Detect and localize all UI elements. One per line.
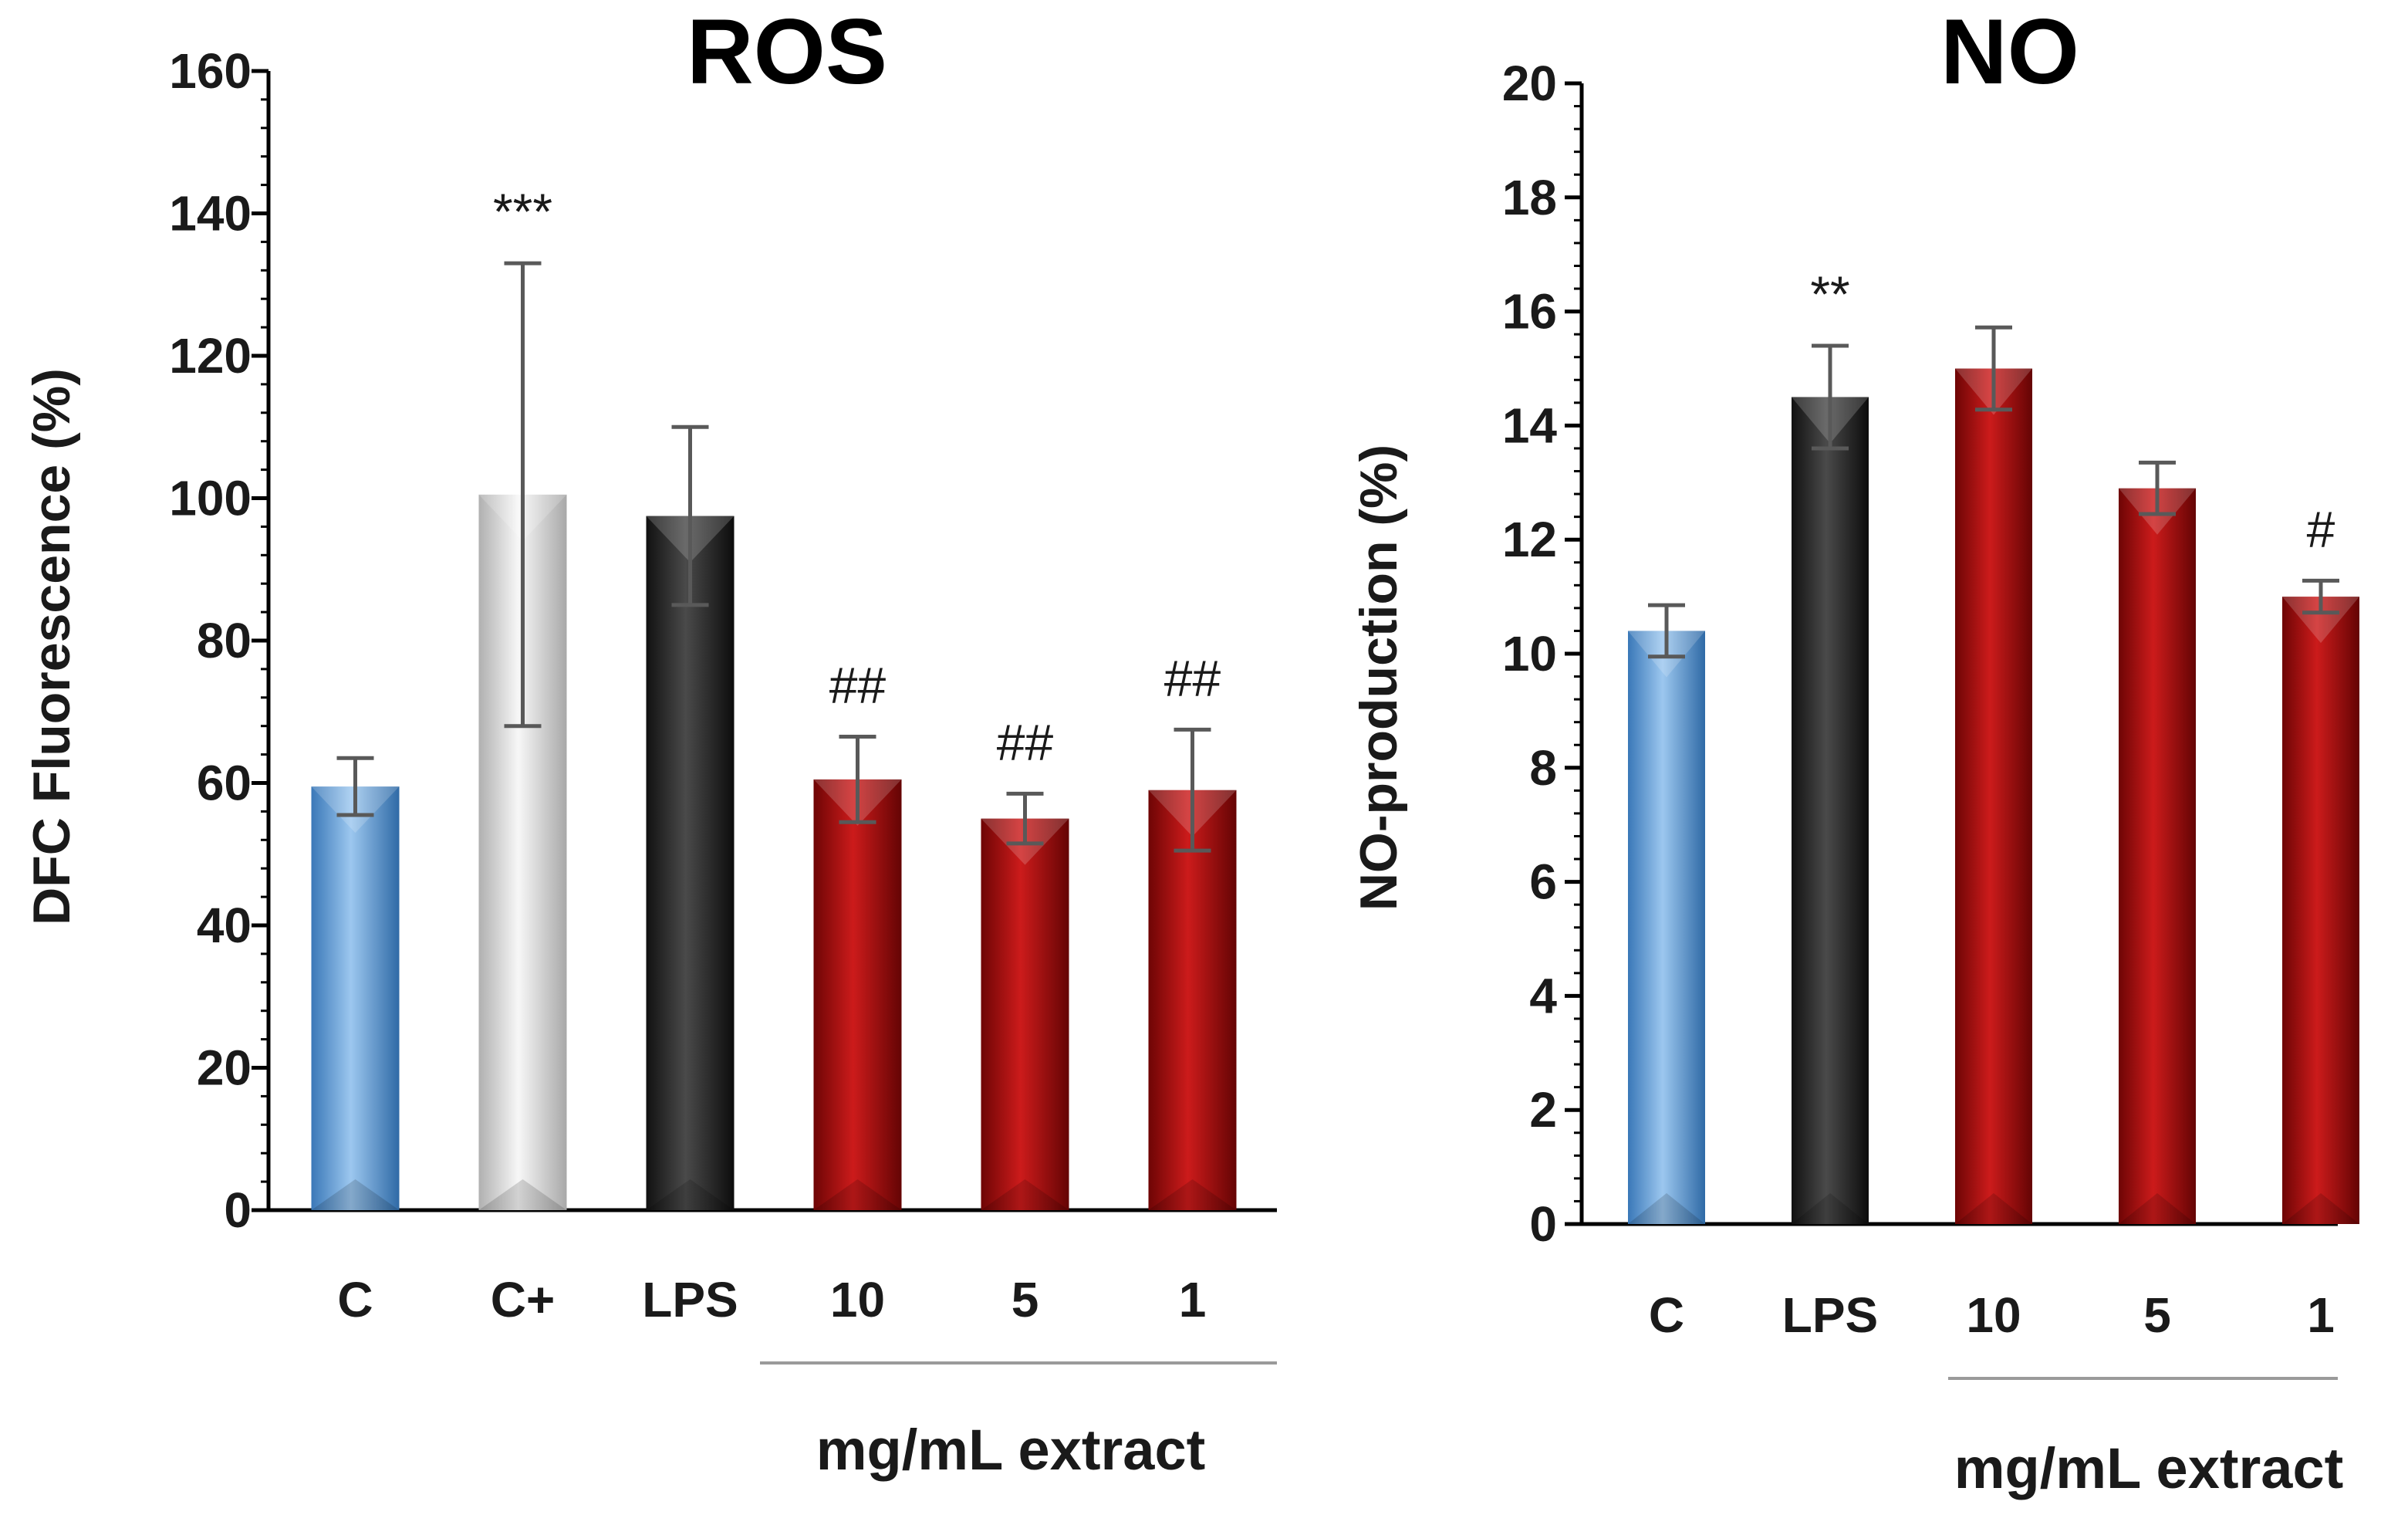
bar [1955, 368, 2032, 1224]
bar-bevel-bottom [478, 1179, 567, 1210]
bar-bevel-bottom [1148, 1179, 1237, 1210]
y-tick-label: 160 [169, 43, 252, 99]
ros-group-label: mg/mL extract [816, 1418, 1206, 1482]
bar-bevel-bottom [646, 1179, 735, 1210]
no-y-ticks: 0 2 4 6 8 10 12 14 16 18 20 [1502, 56, 1558, 1252]
significance-label: ## [997, 713, 1054, 770]
ros-y-axis-label: DFC Fluorescence (%) [22, 368, 81, 925]
ros-chart: ROS DFC Fluorescence (%) 0 20 40 60 80 100 120… [22, 0, 1277, 1482]
bar [813, 779, 902, 1210]
x-tick-label: 5 [1011, 1272, 1039, 1327]
y-tick-label: 140 [169, 186, 252, 242]
x-tick-label: 1 [1179, 1272, 1207, 1327]
no-bars: ** # [1628, 265, 2359, 1225]
x-tick-label: 1 [2307, 1287, 2335, 1343]
y-tick-label: 18 [1502, 170, 1557, 225]
significance-label: ## [1164, 649, 1221, 706]
no-x-ticks: C LPS 10 5 1 [1649, 1287, 2335, 1343]
bar [1148, 790, 1237, 1210]
bar-bevel-bottom [813, 1179, 902, 1210]
y-tick-label: 12 [1502, 512, 1557, 567]
bar-bevel-bottom [1628, 1193, 1705, 1224]
ros-y-ticks: 0 20 40 60 80 100 120 140 160 [169, 43, 252, 1238]
y-tick-label: 14 [1502, 397, 1558, 453]
bar [1792, 397, 1869, 1225]
bar [1628, 631, 1705, 1224]
ros-bars: *** ## ## ## [311, 183, 1237, 1210]
y-tick-label: 0 [224, 1182, 252, 1238]
y-tick-label: 10 [1502, 626, 1557, 681]
bar-bevel-bottom [981, 1179, 1069, 1210]
bar-bevel-bottom [2282, 1193, 2359, 1224]
no-chart: NO NO-production (%) 0 2 4 6 8 10 12 14 16 18 20 *… [1349, 0, 2359, 1500]
no-y-axis-label: NO-production (%) [1349, 445, 1408, 911]
y-tick-label: 20 [197, 1040, 252, 1096]
ros-x-ticks: C C+ LPS 10 5 1 [337, 1272, 1206, 1327]
significance-label: ## [829, 657, 887, 714]
x-tick-label: C [337, 1272, 373, 1327]
x-tick-label: C [1649, 1287, 1684, 1343]
bar-bevel-bottom [1955, 1193, 2032, 1224]
ros-axes [252, 69, 1277, 1212]
no-chart-title: NO [1940, 0, 2079, 103]
y-tick-label: 120 [169, 328, 252, 384]
bar [2119, 488, 2196, 1224]
x-tick-label: 10 [830, 1272, 885, 1327]
bar-bevel-top [2282, 597, 2359, 644]
bar-bevel-bottom [2119, 1193, 2196, 1224]
y-tick-label: 6 [1529, 854, 1557, 910]
bar-bevel-bottom [1792, 1193, 1869, 1224]
y-tick-label: 60 [197, 756, 252, 811]
no-group-label: mg/mL extract [1954, 1436, 2344, 1500]
y-tick-label: 4 [1529, 968, 1557, 1023]
y-tick-label: 2 [1529, 1082, 1557, 1138]
ros-chart-title: ROS [687, 0, 887, 103]
significance-label: # [2307, 500, 2335, 557]
bar [311, 786, 400, 1210]
y-tick-label: 40 [197, 898, 252, 953]
x-tick-label: LPS [642, 1272, 738, 1327]
no-axes [1565, 81, 2338, 1226]
y-tick-label: 0 [1529, 1196, 1557, 1252]
x-tick-label: C+ [491, 1272, 556, 1327]
bar [981, 818, 1069, 1210]
y-tick-label: 80 [197, 613, 252, 668]
y-tick-label: 20 [1502, 56, 1557, 111]
significance-label: ** [1810, 265, 1849, 323]
x-tick-label: 10 [1966, 1287, 2021, 1343]
y-tick-label: 16 [1502, 284, 1557, 340]
bar [646, 516, 735, 1210]
bar-bevel-bottom [311, 1179, 400, 1210]
x-tick-label: LPS [1782, 1287, 1878, 1343]
bar [2282, 597, 2359, 1224]
y-tick-label: 100 [169, 471, 252, 526]
significance-label: *** [493, 183, 552, 240]
y-tick-label: 8 [1529, 740, 1557, 796]
x-tick-label: 5 [2143, 1287, 2171, 1343]
